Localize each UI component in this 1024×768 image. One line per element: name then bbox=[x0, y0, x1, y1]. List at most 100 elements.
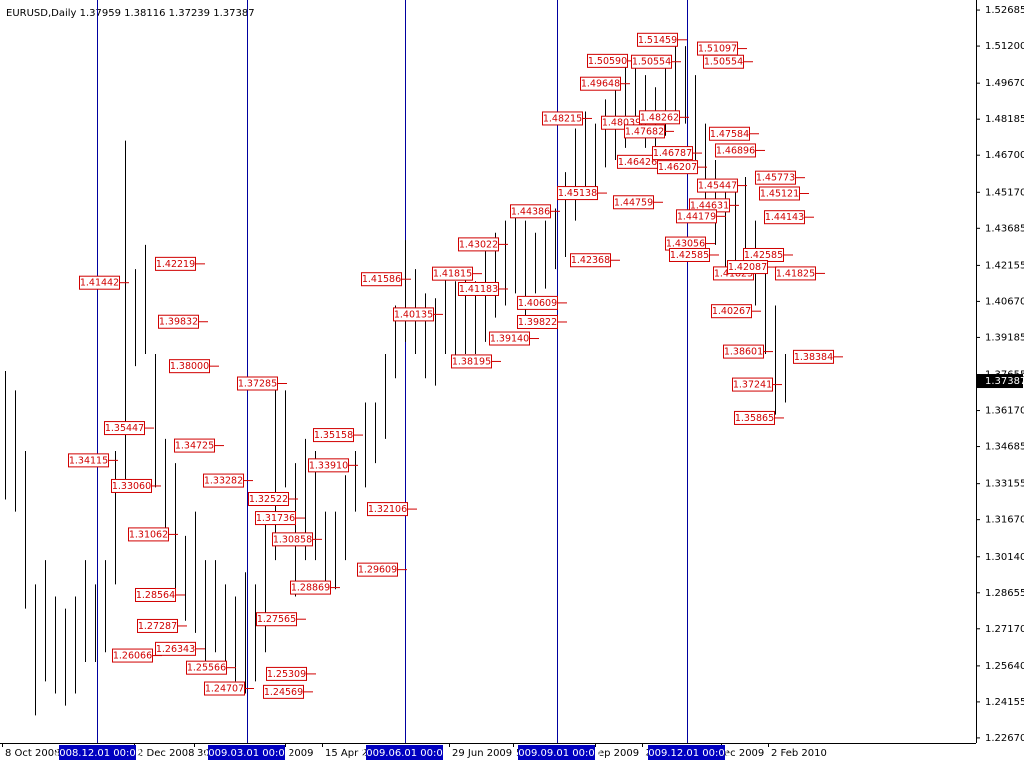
price-label-box bbox=[697, 178, 738, 193]
y-tick-label: 1.52685 bbox=[985, 5, 1024, 16]
price-label-box bbox=[723, 344, 764, 359]
price-label: 1.26066 bbox=[113, 651, 152, 662]
price-label: 1.31736 bbox=[256, 513, 295, 524]
price-label: 1.33282 bbox=[204, 476, 243, 487]
price-label: 1.43056 bbox=[666, 239, 705, 250]
price-label: 1.40609 bbox=[518, 298, 557, 309]
price-label-box bbox=[266, 666, 307, 681]
price-label: 1.30858 bbox=[273, 534, 312, 545]
price-label-box bbox=[451, 354, 492, 369]
price-label-box bbox=[709, 126, 750, 141]
price-label: 1.33060 bbox=[112, 481, 151, 492]
price-label: 1.48262 bbox=[640, 112, 679, 123]
price-label: 1.41825 bbox=[776, 268, 815, 279]
price-label-box bbox=[255, 511, 296, 526]
price-label: 1.35158 bbox=[314, 430, 353, 441]
y-tick-label: 1.30140 bbox=[985, 552, 1024, 563]
price-label: 1.50554 bbox=[704, 57, 743, 68]
price-label: 1.28564 bbox=[136, 590, 175, 601]
price-label-box bbox=[458, 237, 499, 252]
price-label: 1.27287 bbox=[138, 621, 177, 632]
price-label-box bbox=[128, 527, 169, 542]
price-label-box bbox=[489, 331, 530, 346]
price-label: 1.41586 bbox=[362, 274, 401, 285]
price-label: 1.31062 bbox=[129, 529, 168, 540]
price-label: 1.48215 bbox=[543, 113, 582, 124]
y-tick-label: 1.33155 bbox=[985, 479, 1024, 490]
y-tick-label: 1.48185 bbox=[985, 114, 1024, 125]
y-tick-label: 1.40670 bbox=[985, 296, 1024, 307]
separator-tag bbox=[366, 745, 443, 760]
price-label-box bbox=[764, 210, 805, 225]
price-label-box bbox=[112, 648, 153, 663]
price-label-box bbox=[587, 53, 628, 68]
price-label: 1.51097 bbox=[698, 44, 737, 55]
price-label-box bbox=[715, 143, 756, 158]
price-label: 1.37241 bbox=[733, 380, 772, 391]
separator-label: 2009.03.01 00:00 bbox=[202, 748, 291, 759]
price-label: 1.48039 bbox=[602, 118, 641, 129]
price-label-box bbox=[79, 275, 120, 290]
price-label: 1.44143 bbox=[765, 212, 804, 223]
last-price-box bbox=[977, 374, 1023, 389]
price-label-box bbox=[104, 421, 145, 436]
chart-title: EURUSD,Daily 1.37959 1.38116 1.37239 1.3… bbox=[6, 8, 255, 19]
price-label-box bbox=[510, 204, 551, 219]
price-label-box bbox=[732, 377, 773, 392]
price-label-box bbox=[631, 54, 672, 69]
y-tick-label: 1.45170 bbox=[985, 187, 1024, 198]
price-label-box bbox=[158, 314, 199, 329]
x-tick-label: 2 Feb 2010 bbox=[771, 748, 827, 759]
price-label-box bbox=[367, 502, 408, 517]
price-label: 1.32106 bbox=[368, 504, 407, 515]
price-label: 1.50590 bbox=[588, 56, 627, 67]
price-label-box bbox=[676, 209, 717, 224]
y-tick-label: 1.42155 bbox=[985, 260, 1024, 271]
price-label: 1.34725 bbox=[175, 441, 214, 452]
price-label: 1.44179 bbox=[677, 211, 716, 222]
price-label: 1.28869 bbox=[291, 583, 330, 594]
price-label: 1.45447 bbox=[698, 181, 737, 192]
price-label-box bbox=[432, 266, 473, 281]
price-label: 1.39822 bbox=[518, 317, 557, 328]
y-tick-label: 1.31670 bbox=[985, 515, 1024, 526]
y-tick-label: 1.39185 bbox=[985, 332, 1024, 343]
price-label: 1.47584 bbox=[710, 129, 749, 140]
price-label-box bbox=[652, 146, 693, 161]
price-label-box bbox=[308, 458, 349, 473]
price-label-box bbox=[755, 170, 796, 185]
price-label: 1.45138 bbox=[558, 188, 597, 199]
price-label-box bbox=[263, 684, 304, 699]
price-label-box bbox=[793, 349, 834, 364]
price-label: 1.35447 bbox=[105, 423, 144, 434]
separator-tag bbox=[518, 745, 595, 760]
x-tick-label: 30 bbox=[197, 748, 210, 759]
price-label: 1.24569 bbox=[264, 687, 303, 698]
price-label-box bbox=[204, 681, 245, 696]
price-label-box bbox=[361, 272, 402, 287]
price-label-box bbox=[186, 660, 227, 675]
price-label-box bbox=[272, 532, 313, 547]
separator-label: 2009.12.01 00:00 bbox=[642, 748, 731, 759]
price-label: 1.42219 bbox=[156, 259, 195, 270]
price-label-box bbox=[734, 410, 775, 425]
price-label-box bbox=[624, 124, 665, 139]
price-label-box bbox=[557, 186, 598, 201]
price-label-box bbox=[169, 359, 210, 374]
price-label: 1.38384 bbox=[794, 352, 833, 363]
price-label-box bbox=[580, 76, 621, 91]
x-tick-label: 2009 bbox=[288, 748, 313, 759]
price-label: 1.25309 bbox=[267, 669, 306, 680]
price-label: 1.38195 bbox=[452, 356, 491, 367]
price-label: 1.25566 bbox=[187, 663, 226, 674]
price-label-box bbox=[711, 304, 752, 319]
price-label: 1.50554 bbox=[632, 57, 671, 68]
price-label-box bbox=[248, 492, 289, 507]
price-label: 1.41442 bbox=[80, 278, 119, 289]
price-label: 1.43022 bbox=[459, 239, 498, 250]
price-label: 1.42585 bbox=[744, 250, 783, 261]
price-label: 1.40135 bbox=[394, 309, 433, 320]
